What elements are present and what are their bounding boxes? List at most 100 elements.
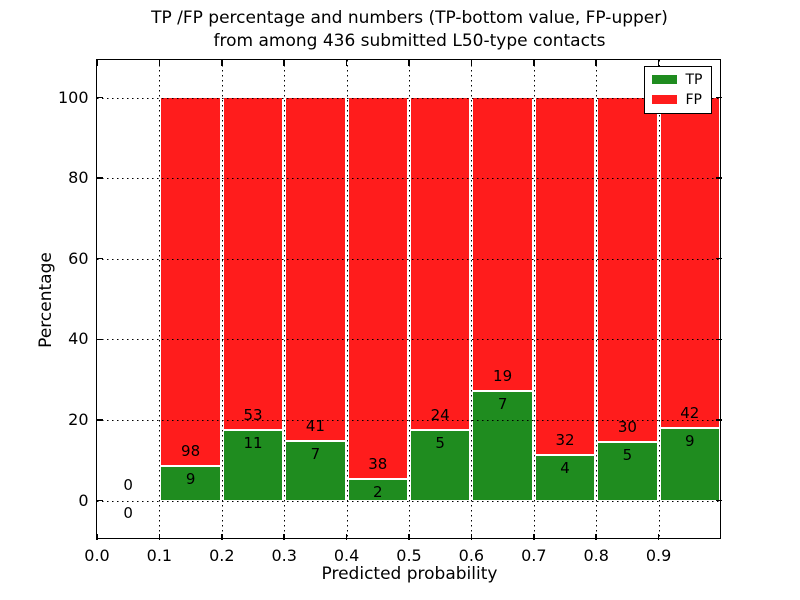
x-tick-mark-top bbox=[533, 59, 535, 66]
legend-item-tp: TP bbox=[651, 71, 704, 88]
bar-segment-tp bbox=[223, 431, 283, 501]
x-tick-mark-top bbox=[283, 59, 285, 66]
x-tick-mark bbox=[221, 533, 223, 540]
bar-segment-tp bbox=[161, 466, 220, 501]
y-tick-mark bbox=[96, 499, 103, 502]
gridline-vertical bbox=[221, 59, 223, 540]
y-tick-mark bbox=[96, 419, 103, 421]
bar-segment-fp bbox=[411, 97, 470, 430]
x-tick-mark-top bbox=[158, 59, 161, 66]
bar-label-tp: 7 bbox=[310, 444, 321, 463]
x-tick-mark-top bbox=[470, 59, 473, 66]
x-tick-mark-top bbox=[221, 59, 223, 66]
x-tick-label: 0.8 bbox=[583, 545, 609, 565]
y-tick-label: 100 bbox=[57, 87, 89, 107]
bar-label-fp: 30 bbox=[617, 417, 637, 436]
chart-title-line1: TP /FP percentage and numbers (TP-bottom… bbox=[151, 8, 668, 28]
y-tick-mark-right bbox=[715, 419, 722, 421]
bar-segment-fp bbox=[286, 97, 345, 440]
y-tick-label: 20 bbox=[68, 409, 89, 429]
y-tick-mark-right bbox=[715, 499, 722, 502]
tp-color-swatch bbox=[651, 75, 677, 84]
gridline-vertical bbox=[409, 59, 410, 540]
y-tick-mark bbox=[96, 177, 103, 179]
y-tick-mark-right bbox=[715, 96, 722, 99]
y-tick-mark bbox=[96, 257, 103, 260]
bar-label-tp: 2 bbox=[373, 483, 383, 502]
chart-title-line2: from among 436 submitted L50-type contac… bbox=[213, 31, 606, 51]
bar-segment-tp bbox=[660, 429, 719, 501]
x-tick-mark bbox=[533, 533, 535, 540]
bar-label-fp: 24 bbox=[430, 406, 450, 425]
bar-label-tp: 7 bbox=[497, 395, 508, 413]
bar-segment-fp bbox=[598, 97, 657, 441]
gridline-vertical bbox=[471, 59, 473, 540]
x-tick-mark bbox=[283, 533, 285, 540]
bar-segment-fp bbox=[161, 97, 220, 465]
bar-label-tp: 5 bbox=[435, 434, 445, 453]
x-tick-mark-top bbox=[96, 59, 98, 66]
y-tick-label: 60 bbox=[68, 248, 89, 268]
bar-segment-fp bbox=[660, 97, 719, 428]
bar-label-fp: 32 bbox=[555, 430, 575, 449]
x-tick-label: 0.4 bbox=[333, 545, 360, 565]
gridline-vertical bbox=[533, 59, 535, 540]
bar-segment-tp bbox=[411, 431, 470, 501]
gridline-vertical bbox=[346, 59, 348, 540]
bar-label-tp: 4 bbox=[560, 458, 570, 477]
x-tick-mark-top bbox=[408, 59, 410, 66]
bar-segment-tp bbox=[348, 480, 407, 501]
legend-label-fp: FP bbox=[685, 91, 703, 108]
x-tick-mark bbox=[470, 533, 473, 540]
y-tick-mark bbox=[96, 96, 103, 99]
x-tick-mark-top bbox=[657, 59, 660, 66]
x-tick-mark-top bbox=[345, 59, 348, 66]
bar-label-fp: 38 bbox=[368, 455, 388, 474]
legend: TP FP bbox=[643, 65, 712, 114]
bar-segment-fp bbox=[223, 97, 283, 430]
bar-segment-tp bbox=[473, 392, 532, 501]
y-tick-mark-right bbox=[715, 338, 722, 341]
x-tick-mark-top bbox=[595, 59, 597, 66]
gridline-vertical bbox=[596, 59, 598, 540]
y-tick-label: 0 bbox=[78, 490, 89, 510]
bar-label-fp: 19 bbox=[493, 367, 513, 385]
y-tick-mark bbox=[96, 338, 103, 341]
plot-area: TP FP 0 0 98 9 53 11 41 7 38 2 24 5 19 7 32 4 30 5 42 9 0.0 0… bbox=[58, 58, 722, 565]
bar-label-fp: 53 bbox=[243, 406, 263, 425]
x-tick-label: 0.5 bbox=[396, 545, 422, 565]
chart-title: TP /FP percentage and numbers (TP-bottom… bbox=[97, 7, 722, 53]
gridline-vertical bbox=[284, 59, 286, 540]
bar-segment-tp bbox=[286, 441, 345, 501]
x-tick-mark bbox=[657, 533, 660, 540]
gridline-vertical bbox=[159, 59, 161, 540]
bar-label-tp: 9 bbox=[685, 432, 695, 451]
bar-segment-tp bbox=[535, 455, 595, 501]
bar-label-fp: 42 bbox=[680, 404, 700, 423]
x-axis-label: Predicted probability bbox=[321, 564, 498, 584]
bar-segment-fp bbox=[473, 97, 532, 390]
y-tick-mark-right bbox=[715, 257, 722, 260]
x-tick-label: 0.9 bbox=[645, 545, 672, 565]
legend-item-fp: FP bbox=[651, 91, 704, 108]
bar-segment-fp bbox=[535, 97, 595, 454]
legend-label-tp: TP bbox=[685, 71, 703, 88]
gridline-vertical bbox=[658, 59, 660, 540]
x-tick-label: 0.0 bbox=[84, 545, 110, 565]
fp-color-swatch bbox=[651, 95, 677, 104]
x-tick-label: 0.7 bbox=[521, 545, 547, 565]
bar-label-tp: 9 bbox=[185, 469, 196, 488]
x-tick-label: 0.1 bbox=[146, 545, 173, 565]
x-tick-mark bbox=[408, 533, 410, 540]
x-tick-mark bbox=[595, 533, 597, 540]
y-tick-mark-right bbox=[715, 177, 722, 179]
bar-label-fp: 98 bbox=[181, 441, 201, 460]
bar-label-tp: 11 bbox=[243, 434, 263, 453]
x-tick-label: 0.2 bbox=[209, 545, 235, 565]
bar-label-fp: 0 bbox=[123, 475, 133, 494]
x-tick-label: 0.6 bbox=[458, 545, 485, 565]
bar-segment-fp bbox=[348, 97, 407, 479]
bar-label-tp: 0 bbox=[123, 503, 133, 522]
bar-label-fp: 41 bbox=[305, 416, 325, 435]
